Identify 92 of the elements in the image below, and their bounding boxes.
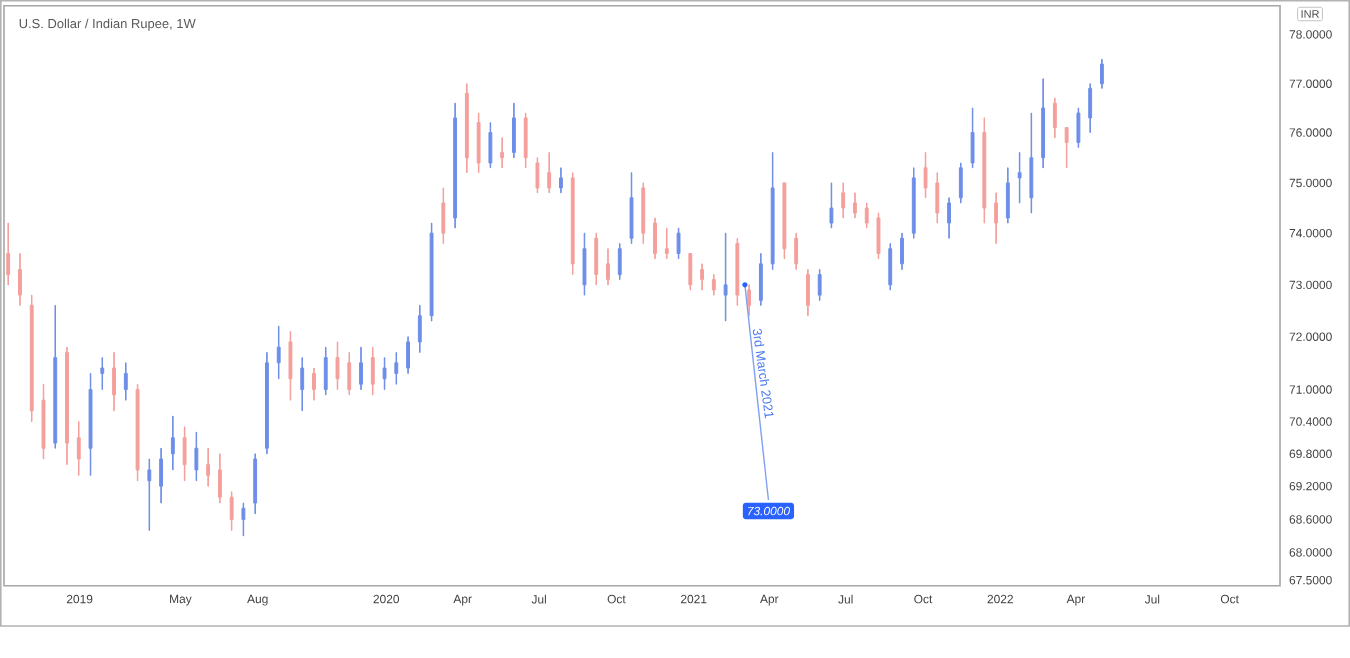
candlestick: [229, 491, 234, 531]
candlestick: [206, 447, 211, 487]
candlestick: [864, 202, 869, 229]
candlestick: [253, 453, 258, 515]
candlestick: [711, 274, 716, 296]
candlestick: [370, 346, 375, 396]
candlestick: [6, 222, 11, 286]
candlestick: [535, 157, 540, 194]
candlestick: [217, 453, 222, 504]
candlestick: [382, 357, 387, 391]
candlestick: [453, 102, 458, 229]
candlestick: [1029, 112, 1034, 214]
candlestick: [464, 83, 469, 174]
candlestick: [841, 182, 846, 219]
candlestick: [982, 117, 987, 224]
candlestick: [359, 346, 363, 391]
candlestick: [88, 372, 93, 476]
candlestick: [429, 222, 434, 322]
candlestick: [500, 137, 505, 169]
candlestick: [888, 243, 893, 291]
candlestick: [159, 447, 164, 504]
candlestick: [347, 351, 352, 396]
candlestick: [758, 253, 763, 306]
candlestick: [147, 458, 152, 531]
candlestick: [547, 151, 552, 194]
candlestick: [1088, 83, 1093, 134]
candlestick: [1052, 97, 1057, 139]
candlestick: [853, 192, 857, 219]
candlestick: [1064, 127, 1069, 169]
candlestick: [911, 167, 916, 239]
candlestick: [406, 336, 410, 374]
candlestick: [770, 151, 775, 270]
candlestick: [394, 351, 399, 385]
candlestick: [182, 426, 187, 482]
candlestick: [18, 253, 22, 306]
candlestick: [511, 102, 516, 159]
candlestick: [1005, 167, 1010, 224]
candlestick: [335, 341, 340, 391]
candlestick: [276, 325, 281, 380]
candlestick: [441, 187, 446, 244]
candlestick: [923, 151, 928, 199]
candlestick: [900, 232, 904, 270]
candlestick: [805, 268, 810, 317]
candlestick: [817, 268, 822, 301]
candlestick: [65, 346, 69, 466]
candlestick: [664, 227, 669, 260]
candlestick: [970, 107, 975, 169]
candlestick: [582, 232, 587, 296]
candlestick: [312, 367, 316, 401]
candlestick: [29, 294, 34, 423]
candlestick: [947, 197, 951, 239]
candlestick: [53, 304, 58, 449]
candlestick: [241, 502, 246, 537]
candlestick: [829, 182, 834, 229]
candlestick: [76, 421, 81, 476]
candlestick: [1041, 78, 1046, 169]
candlestick: [100, 357, 105, 391]
candlestick: [559, 167, 563, 194]
candlestick: [700, 263, 704, 291]
candlestick: [523, 112, 528, 169]
candlestick: [112, 351, 116, 412]
candlestick: [794, 232, 799, 270]
candlestick: [1076, 107, 1081, 148]
candlestick: [265, 351, 269, 455]
candlestick: [135, 383, 140, 482]
candlestick: [782, 182, 787, 260]
candlestick: [1017, 151, 1022, 204]
candlestick: [606, 248, 610, 286]
candlestick: [323, 346, 328, 396]
candlestick: [617, 243, 622, 281]
candlestick: [958, 162, 963, 204]
candlestick: [653, 217, 657, 260]
candlestick: [41, 383, 46, 460]
candlestick: [935, 172, 940, 224]
candlestick: [300, 357, 305, 412]
candlestick: [876, 212, 881, 260]
candlestick: [994, 192, 999, 244]
candlestick: [476, 112, 481, 174]
candlestick: [641, 182, 646, 244]
candlestick: [417, 304, 422, 353]
candlestick: [194, 431, 199, 482]
candlestick: [735, 237, 740, 306]
candlestick: [123, 362, 128, 401]
candlestick: [288, 331, 293, 401]
candlestick: [170, 415, 175, 471]
candlestick: [488, 122, 493, 169]
candlestick: [1100, 58, 1104, 89]
candlestick: [594, 232, 599, 286]
candlestick: [629, 172, 634, 244]
candlestick: [676, 227, 681, 260]
candlestick: [570, 172, 575, 276]
candlestick: [688, 253, 693, 291]
